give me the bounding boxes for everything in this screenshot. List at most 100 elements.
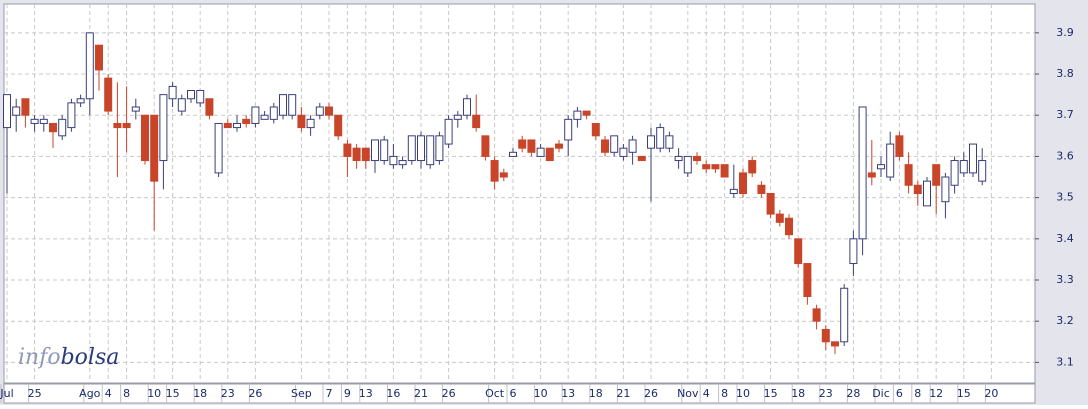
x-tick-label: 13 xyxy=(359,387,373,400)
candle-body xyxy=(978,160,987,182)
candle-body xyxy=(380,139,389,162)
x-tick-label: 12 xyxy=(929,387,943,400)
candle-body xyxy=(729,188,738,194)
candle-body xyxy=(886,143,895,178)
candle-body xyxy=(444,118,453,145)
candle-body xyxy=(536,147,545,157)
candle-body xyxy=(932,164,941,186)
candle-body xyxy=(39,118,48,124)
logo: infobolsa xyxy=(18,345,119,370)
candle-body xyxy=(113,122,122,129)
x-tick-label: 23 xyxy=(221,387,235,400)
candle-body xyxy=(343,143,352,157)
x-tick-label: Ago xyxy=(79,387,101,400)
candle-body xyxy=(242,118,251,124)
candle-body xyxy=(187,90,195,100)
candle-body xyxy=(334,114,343,137)
candle-body xyxy=(969,143,977,174)
x-tick-label: 26 xyxy=(644,387,658,400)
candle-body xyxy=(453,114,462,120)
candle-body xyxy=(325,106,333,116)
candle-body xyxy=(785,217,793,236)
x-tick-label: 23 xyxy=(819,387,833,400)
x-tick-label: Oct xyxy=(485,387,505,400)
candle-body xyxy=(371,139,379,162)
x-tick-label: Dic xyxy=(872,387,890,400)
candle-body xyxy=(168,85,177,100)
candle-body xyxy=(435,135,444,162)
candle-body xyxy=(233,122,241,129)
candle-body xyxy=(564,118,573,141)
candle-body xyxy=(601,139,609,153)
candle-body xyxy=(877,164,885,170)
candle-body xyxy=(720,164,729,178)
candle-body xyxy=(545,147,554,162)
candle-body xyxy=(619,147,628,157)
candle-body xyxy=(214,122,223,174)
candle-body xyxy=(417,135,425,162)
candle-body xyxy=(693,155,701,162)
x-tick-label: 8 xyxy=(721,387,728,400)
candle-body xyxy=(269,106,278,120)
candle-body xyxy=(315,106,324,116)
candle-body xyxy=(739,172,747,195)
candle-body xyxy=(656,127,665,149)
candle-body xyxy=(223,122,232,129)
y-tick-label: 3.6 xyxy=(1056,149,1074,162)
candle-body xyxy=(858,106,867,240)
x-tick-label: 6 xyxy=(510,387,517,400)
candle-body xyxy=(895,135,904,157)
candle-body xyxy=(831,341,839,347)
candle-body xyxy=(959,160,968,174)
x-tick-label: 28 xyxy=(846,387,860,400)
candle-body xyxy=(683,155,692,174)
x-tick-label: 21 xyxy=(616,387,630,400)
candle-body xyxy=(867,172,876,178)
x-tick-label: 20 xyxy=(984,387,998,400)
candle-body xyxy=(260,114,269,120)
candle-body xyxy=(104,77,113,112)
x-tick-label: 10 xyxy=(534,387,548,400)
candle-body xyxy=(490,160,499,182)
y-tick-label: 3.2 xyxy=(1056,314,1074,327)
x-tick-label: 7 xyxy=(326,387,333,400)
x-tick-label: 18 xyxy=(791,387,805,400)
x-tick-label: 15 xyxy=(764,387,778,400)
y-tick-label: 3.8 xyxy=(1056,67,1074,80)
candle-body xyxy=(205,98,214,116)
y-tick-label: 3.9 xyxy=(1056,26,1074,39)
candle-body xyxy=(361,147,370,162)
x-tick-label: Nov xyxy=(677,387,699,400)
candle-body xyxy=(481,135,490,157)
candle-body xyxy=(407,135,416,162)
candle-body xyxy=(582,110,591,116)
candle-body xyxy=(150,114,159,182)
x-tick-label: 9 xyxy=(344,387,351,400)
candle-body xyxy=(950,160,959,186)
candle-body xyxy=(499,172,508,178)
candle-body xyxy=(297,114,306,129)
candle-body xyxy=(803,263,812,297)
x-tick-label: 26 xyxy=(248,387,262,400)
candle-body xyxy=(527,139,536,153)
candle-body xyxy=(141,114,149,162)
candle-body xyxy=(463,98,471,116)
candle-body xyxy=(573,110,582,120)
candle-body xyxy=(757,184,766,194)
x-tick-label: 8 xyxy=(123,387,130,400)
candle-body xyxy=(711,164,720,170)
candle-body xyxy=(702,164,711,170)
candle-body xyxy=(122,122,131,129)
candle-body xyxy=(821,328,830,343)
x-tick-label: 10 xyxy=(147,387,161,400)
candle-body xyxy=(812,308,821,322)
x-tick-label: 10 xyxy=(736,387,750,400)
candle-body xyxy=(628,139,637,153)
candle-body xyxy=(30,118,39,124)
x-tick-label: 4 xyxy=(105,387,112,400)
candle-body xyxy=(288,94,297,116)
x-tick-label: 15 xyxy=(957,387,971,400)
candle-body xyxy=(518,139,527,149)
